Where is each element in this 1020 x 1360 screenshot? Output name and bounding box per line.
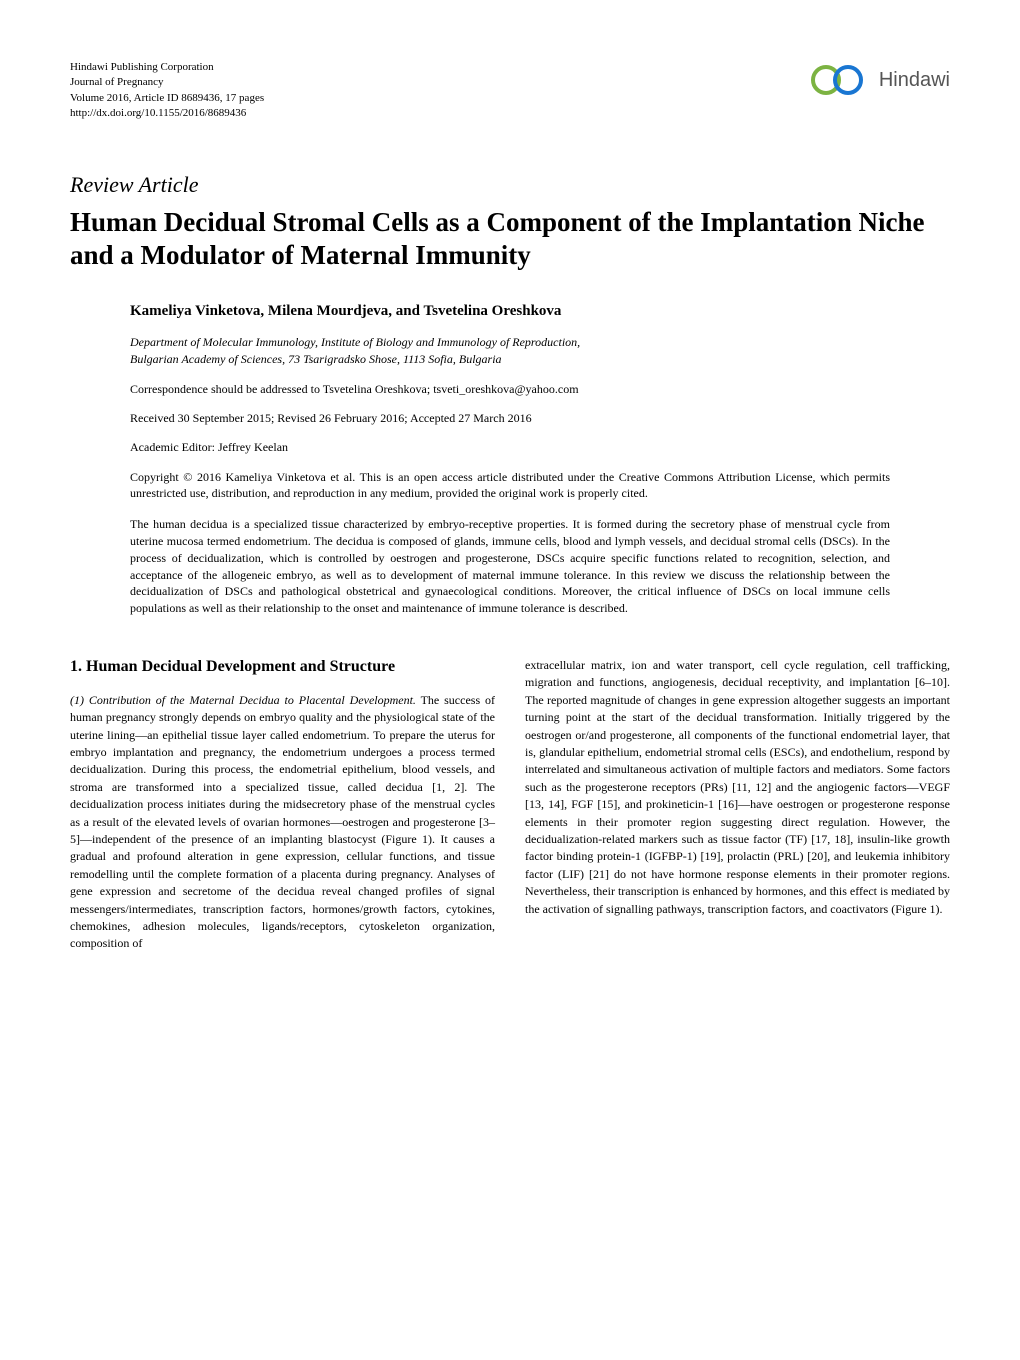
body-paragraph-right: extracellular matrix, ion and water tran… [525,657,950,918]
doi-link: http://dx.doi.org/10.1155/2016/8689436 [70,106,264,121]
logo-circle-blue [833,65,863,95]
para-lead: (1) Contribution of the Maternal Decidua… [70,693,416,707]
abstract: The human decidua is a specialized tissu… [130,516,890,617]
affiliation: Department of Molecular Immunology, Inst… [130,334,950,368]
journal-name: Journal of Pregnancy [70,75,264,90]
body-columns: 1. Human Decidual Development and Struct… [70,657,950,953]
body-paragraph-left: (1) Contribution of the Maternal Decidua… [70,692,495,953]
logo-circles-icon [811,60,871,100]
affiliation-line1: Department of Molecular Immunology, Inst… [130,334,950,351]
dates: Received 30 September 2015; Revised 26 F… [130,411,950,426]
right-column: extracellular matrix, ion and water tran… [525,657,950,953]
hindawi-logo: Hindawi [811,60,950,100]
volume-info: Volume 2016, Article ID 8689436, 17 page… [70,91,264,106]
logo-text: Hindawi [879,69,950,92]
left-column: 1. Human Decidual Development and Struct… [70,657,495,953]
para-body: The success of human pregnancy strongly … [70,693,495,950]
publisher-info: Hindawi Publishing Corporation Journal o… [70,60,264,122]
article-type: Review Article [70,172,950,198]
section-heading: 1. Human Decidual Development and Struct… [70,657,495,678]
academic-editor: Academic Editor: Jeffrey Keelan [130,440,950,455]
publisher-line: Hindawi Publishing Corporation [70,60,264,75]
copyright: Copyright © 2016 Kameliya Vinketova et a… [130,469,890,503]
header-row: Hindawi Publishing Corporation Journal o… [70,60,950,122]
article-title: Human Decidual Stromal Cells as a Compon… [70,206,950,274]
correspondence: Correspondence should be addressed to Ts… [130,382,950,397]
authors: Kameliya Vinketova, Milena Mourdjeva, an… [130,303,950,320]
affiliation-line2: Bulgarian Academy of Sciences, 73 Tsarig… [130,351,950,368]
